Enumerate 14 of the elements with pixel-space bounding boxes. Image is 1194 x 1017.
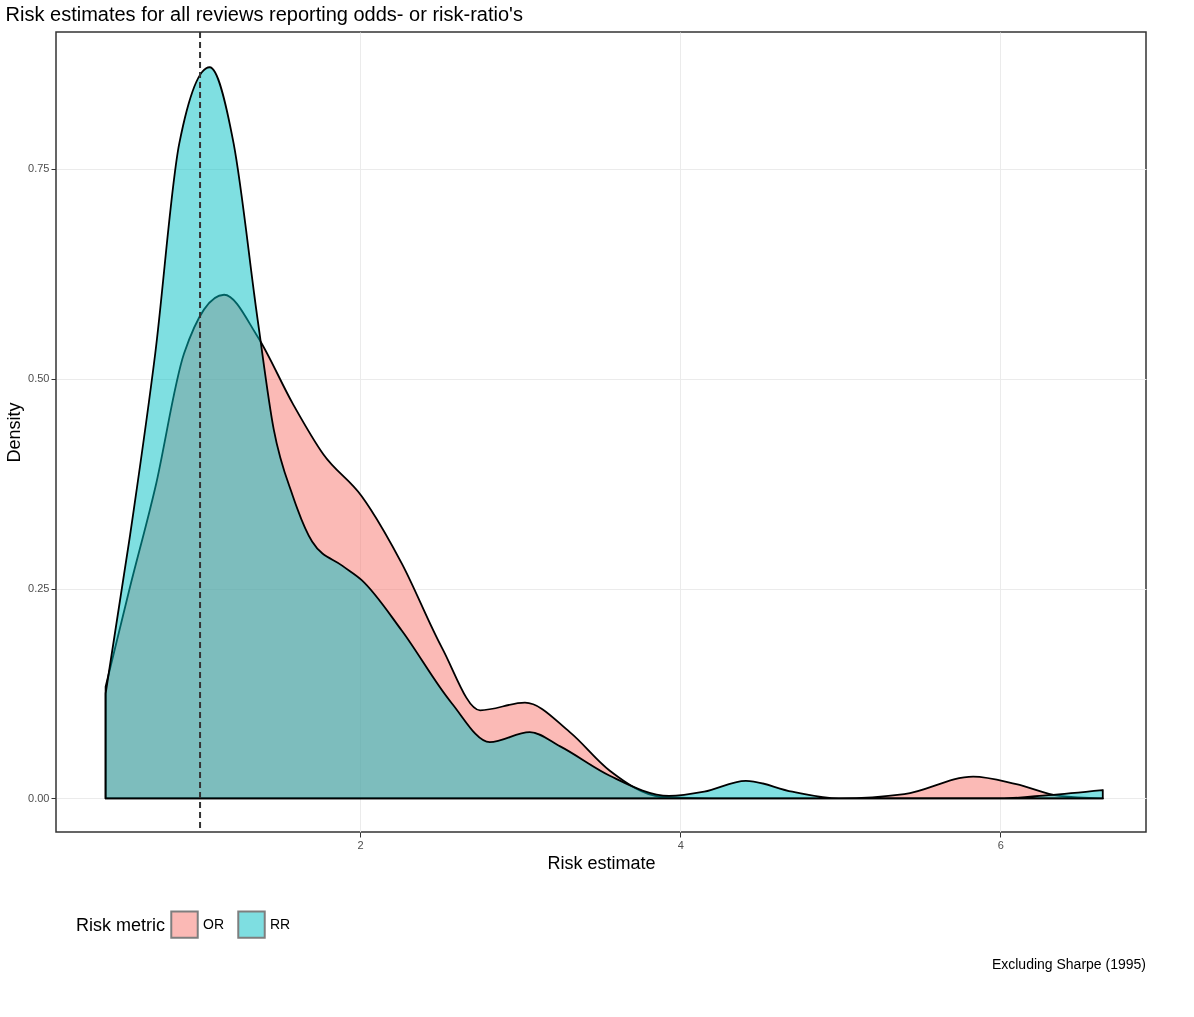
chart-title: Risk estimates for all reviews reporting odds- or risk-ratio's — [5, 3, 523, 25]
x-tick-label: 2 — [357, 838, 364, 851]
legend-label: RR — [270, 915, 291, 932]
y-tick-label: 0.25 — [28, 582, 50, 595]
y-tick-label: 0.75 — [28, 162, 50, 175]
text: Excluding Sharpe (1995) — [991, 956, 1146, 972]
x-tick-label: 4 — [677, 838, 684, 851]
y-tick-label: 0.50 — [28, 372, 50, 385]
x-axis-title: Risk estimate — [547, 852, 656, 873]
y-tick-label: 0.00 — [28, 791, 50, 804]
legend-title: Risk metric — [76, 915, 165, 935]
y-axis-title: Density — [4, 402, 25, 463]
legend-label: OR — [203, 915, 224, 932]
x-tick-label: 6 — [997, 838, 1004, 851]
